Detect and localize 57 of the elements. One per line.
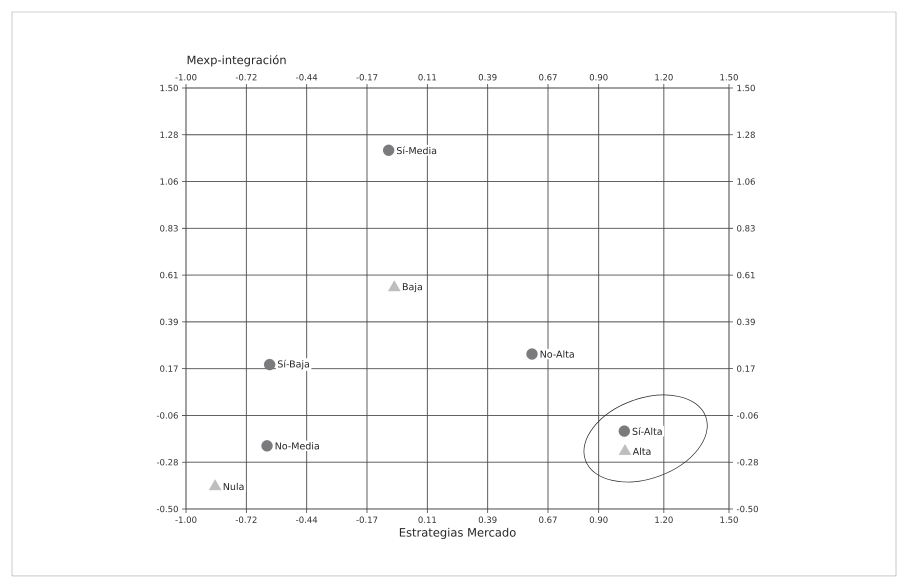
point xyxy=(618,425,630,437)
y2-tick-label: -0.06 xyxy=(736,412,758,419)
x2-tick-label: -0.17 xyxy=(356,516,378,523)
x-tick-label: 1.20 xyxy=(655,74,673,80)
x-tick-label: -1.00 xyxy=(175,74,196,80)
y2-tick-label: 0.17 xyxy=(737,365,755,372)
annotation: Sí-Baja xyxy=(278,360,310,370)
x2-tick-label: -1.00 xyxy=(175,516,196,523)
y-tick-label: 0.17 xyxy=(160,365,178,372)
x-tick-label: -0.44 xyxy=(296,74,318,80)
y2-tick-label: 0.39 xyxy=(737,318,755,326)
y-tick-label: 1.28 xyxy=(160,132,178,138)
annotation: No-Alta xyxy=(540,350,574,358)
annotation: Sí-Media xyxy=(396,146,436,154)
y-axis-title: Mexp-integración xyxy=(188,54,286,66)
x-tick-label: -0.17 xyxy=(356,74,378,80)
x2-tick-label: 0.67 xyxy=(539,516,557,523)
x-tick-label: 0.39 xyxy=(478,74,497,80)
point xyxy=(382,144,394,156)
y-tick-label: 0.39 xyxy=(160,318,178,326)
annotation: Alta xyxy=(632,448,650,455)
y-tick-label: 0.83 xyxy=(160,225,178,232)
y-tick-label: -0.06 xyxy=(156,412,178,419)
x2-tick-label: 0.11 xyxy=(418,516,436,523)
point xyxy=(261,440,273,452)
y-tick-label: -0.28 xyxy=(156,459,178,466)
x2-tick-label: 0.90 xyxy=(590,516,608,523)
y2-tick-label: -0.28 xyxy=(736,459,758,466)
point xyxy=(208,479,222,490)
y-tick-label: 0.61 xyxy=(160,272,178,278)
x2-tick-label: -0.72 xyxy=(236,516,256,523)
annotation: Sí-Alta xyxy=(632,427,662,435)
point xyxy=(264,358,276,370)
x-tick-label: 0.11 xyxy=(418,74,436,80)
y-tick-label: -0.50 xyxy=(156,506,178,512)
x-tick-label: 1.50 xyxy=(720,74,738,80)
y2-tick-label: 0.83 xyxy=(737,225,755,232)
x-tick-label: 0.90 xyxy=(590,74,608,80)
point xyxy=(526,348,538,360)
y2-tick-label: 1.28 xyxy=(737,132,755,138)
y-tick-label: 1.50 xyxy=(160,84,178,92)
x2-tick-label: 1.20 xyxy=(655,516,673,523)
x-axis-title: Estrategias Mercado xyxy=(400,528,516,539)
x2-tick-label: -0.44 xyxy=(296,516,318,523)
annotation: Baja xyxy=(402,282,422,292)
x2-tick-label: 0.39 xyxy=(478,516,497,523)
y2-tick-label: 1.06 xyxy=(737,178,755,185)
y2-tick-label: 0.61 xyxy=(737,272,755,278)
x-tick-label: 0.67 xyxy=(539,74,557,80)
point xyxy=(618,444,632,456)
annotation: Nula xyxy=(224,482,244,490)
y-tick-label: 1.06 xyxy=(160,178,178,185)
x2-tick-label: 1.50 xyxy=(720,516,738,523)
x-tick-label: -0.72 xyxy=(236,74,256,80)
annotation: No-Media xyxy=(276,442,319,450)
y2-tick-label: 1.50 xyxy=(737,84,755,92)
y2-tick-label: -0.50 xyxy=(736,506,758,512)
